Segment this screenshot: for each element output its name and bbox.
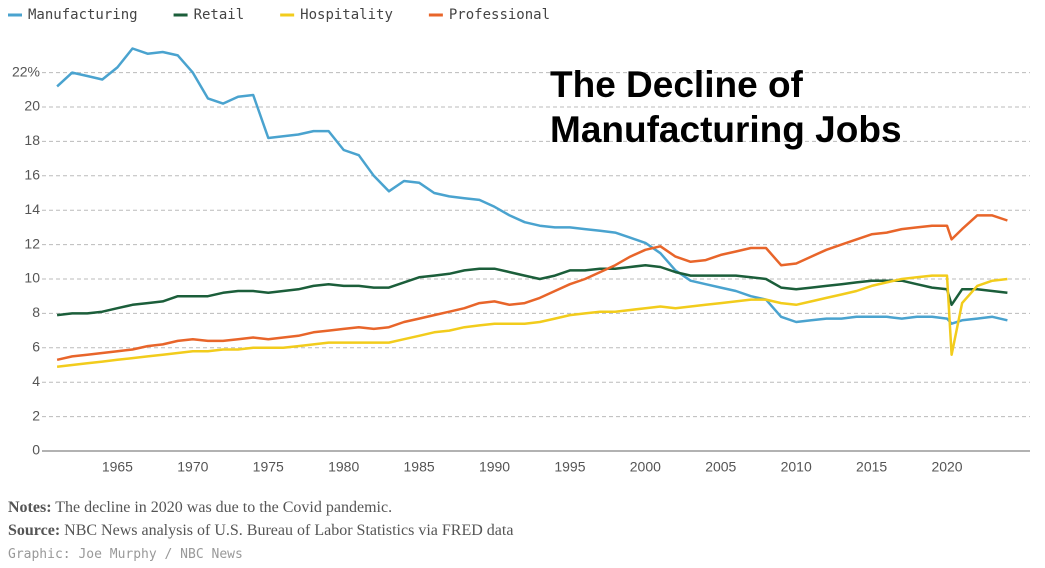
line	[56, 47, 1008, 325]
x-tick-label: 1980	[328, 459, 359, 475]
notes-text: The decline in 2020 was due to the Covid…	[55, 499, 393, 516]
x-tick-label: 1995	[554, 459, 585, 475]
y-tick-label: 2	[32, 407, 40, 423]
x-tick-label: 2000	[630, 459, 661, 475]
x-tick-label: 1990	[479, 459, 510, 475]
y-tick-label: 0	[32, 442, 40, 458]
y-tick-label: 16	[24, 167, 40, 183]
y-tick-label: 20	[24, 98, 40, 114]
legend-label: Retail	[194, 7, 245, 23]
x-tick-label: 2020	[931, 459, 962, 475]
line	[56, 263, 1008, 317]
credit: Graphic: Joe Murphy / NBC News	[8, 547, 243, 562]
source: Source: NBC News analysis of U.S. Bureau…	[8, 522, 513, 540]
y-tick-label: 22%	[12, 63, 40, 79]
chart-title: The Decline of Manufacturing Jobs	[550, 64, 902, 150]
legend-label: Manufacturing	[28, 7, 138, 23]
y-tick-label: 12	[24, 235, 40, 251]
y-tick-label: 10	[24, 270, 40, 286]
x-tick-label: 1985	[404, 459, 435, 475]
x-tick-label: 1970	[177, 459, 208, 475]
y-tick-label: 14	[24, 201, 40, 217]
y-tick-label: 18	[24, 132, 40, 148]
notes-label: Notes:	[8, 499, 52, 516]
y-tick-label: 8	[32, 304, 40, 320]
notes: Notes: The decline in 2020 was due to th…	[8, 499, 392, 517]
y-tick-label: 4	[32, 373, 40, 389]
line	[56, 274, 1008, 368]
source-text: NBC News analysis of U.S. Bureau of Labo…	[64, 522, 514, 539]
x-tick-label: 1965	[102, 459, 133, 475]
legend-label: Hospitality	[300, 7, 393, 23]
line	[56, 214, 1008, 362]
x-tick-label: 1975	[253, 459, 284, 475]
legend-label: Professional	[449, 7, 550, 23]
x-tick-label: 2015	[856, 459, 887, 475]
y-tick-label: 6	[32, 339, 40, 355]
x-tick-label: 2010	[781, 459, 812, 475]
x-tick-label: 2005	[705, 459, 736, 475]
source-label: Source:	[8, 522, 61, 539]
